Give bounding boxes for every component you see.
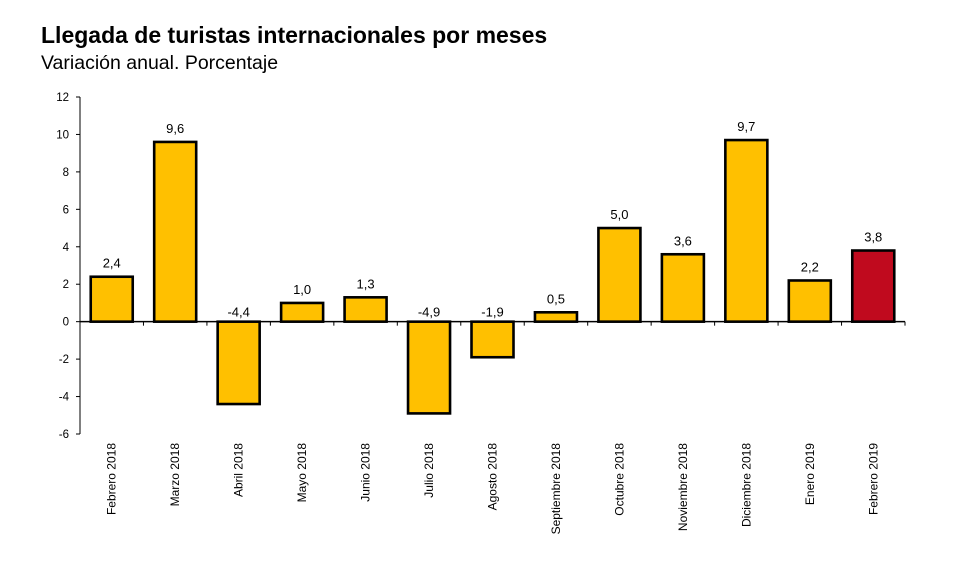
y-tick-label: -4 <box>59 392 70 404</box>
category-label: Octubre 2018 <box>612 443 626 516</box>
bar <box>152 140 198 323</box>
y-tick-label: 2 <box>63 279 69 291</box>
y-tick-label: 6 <box>63 204 69 216</box>
category-label: Julio 2018 <box>422 443 436 498</box>
y-tick-label: -6 <box>59 429 69 441</box>
category-label: Febrero 2019 <box>866 443 880 515</box>
bar <box>279 301 325 323</box>
category-label: Marzo 2018 <box>168 443 182 507</box>
category-label: Mayo 2018 <box>295 443 309 503</box>
y-tick-label: 4 <box>63 242 70 254</box>
bar <box>533 311 579 323</box>
category-label: Enero 2019 <box>803 443 817 505</box>
data-label: 1,0 <box>293 282 311 297</box>
data-label: -4,4 <box>227 305 249 320</box>
y-tick-label: 0 <box>63 317 69 329</box>
y-tick-label: 12 <box>56 92 69 104</box>
chart-title: Llegada de turistas internacionales por … <box>41 22 548 48</box>
data-label: 0,5 <box>547 291 565 306</box>
bar <box>406 320 452 415</box>
data-label: -1,9 <box>481 305 503 320</box>
bar <box>850 249 896 323</box>
y-tick-label: -2 <box>59 354 69 366</box>
bar <box>724 138 769 323</box>
category-label: Febrero 2018 <box>105 443 119 515</box>
category-label: Diciembre 2018 <box>739 443 753 527</box>
data-label: -4,9 <box>418 305 440 320</box>
data-label: 3,6 <box>674 233 692 248</box>
category-label: Abril 2018 <box>232 443 246 497</box>
data-label: 2,4 <box>103 256 121 271</box>
bar <box>216 320 261 406</box>
bar <box>597 226 642 323</box>
category-label: Agosto 2018 <box>486 443 500 511</box>
y-tick-label: 10 <box>56 129 69 141</box>
category-label: Noviembre 2018 <box>676 443 690 531</box>
category-label: Junio 2018 <box>359 443 373 502</box>
data-label: 2,2 <box>801 259 819 274</box>
data-label: 9,6 <box>166 121 184 136</box>
bar <box>470 320 515 359</box>
category-label: Septiembre 2018 <box>549 443 563 535</box>
data-label: 3,8 <box>864 230 882 245</box>
chart-subtitle: Variación anual. Porcentaje <box>41 52 279 74</box>
data-label: 5,0 <box>610 207 628 222</box>
data-label: 9,7 <box>737 119 755 134</box>
bar <box>787 279 833 323</box>
bar <box>343 296 388 323</box>
bar <box>660 252 706 323</box>
data-label: 1,3 <box>357 276 375 291</box>
y-tick-label: 8 <box>63 167 69 179</box>
bar <box>89 275 135 323</box>
